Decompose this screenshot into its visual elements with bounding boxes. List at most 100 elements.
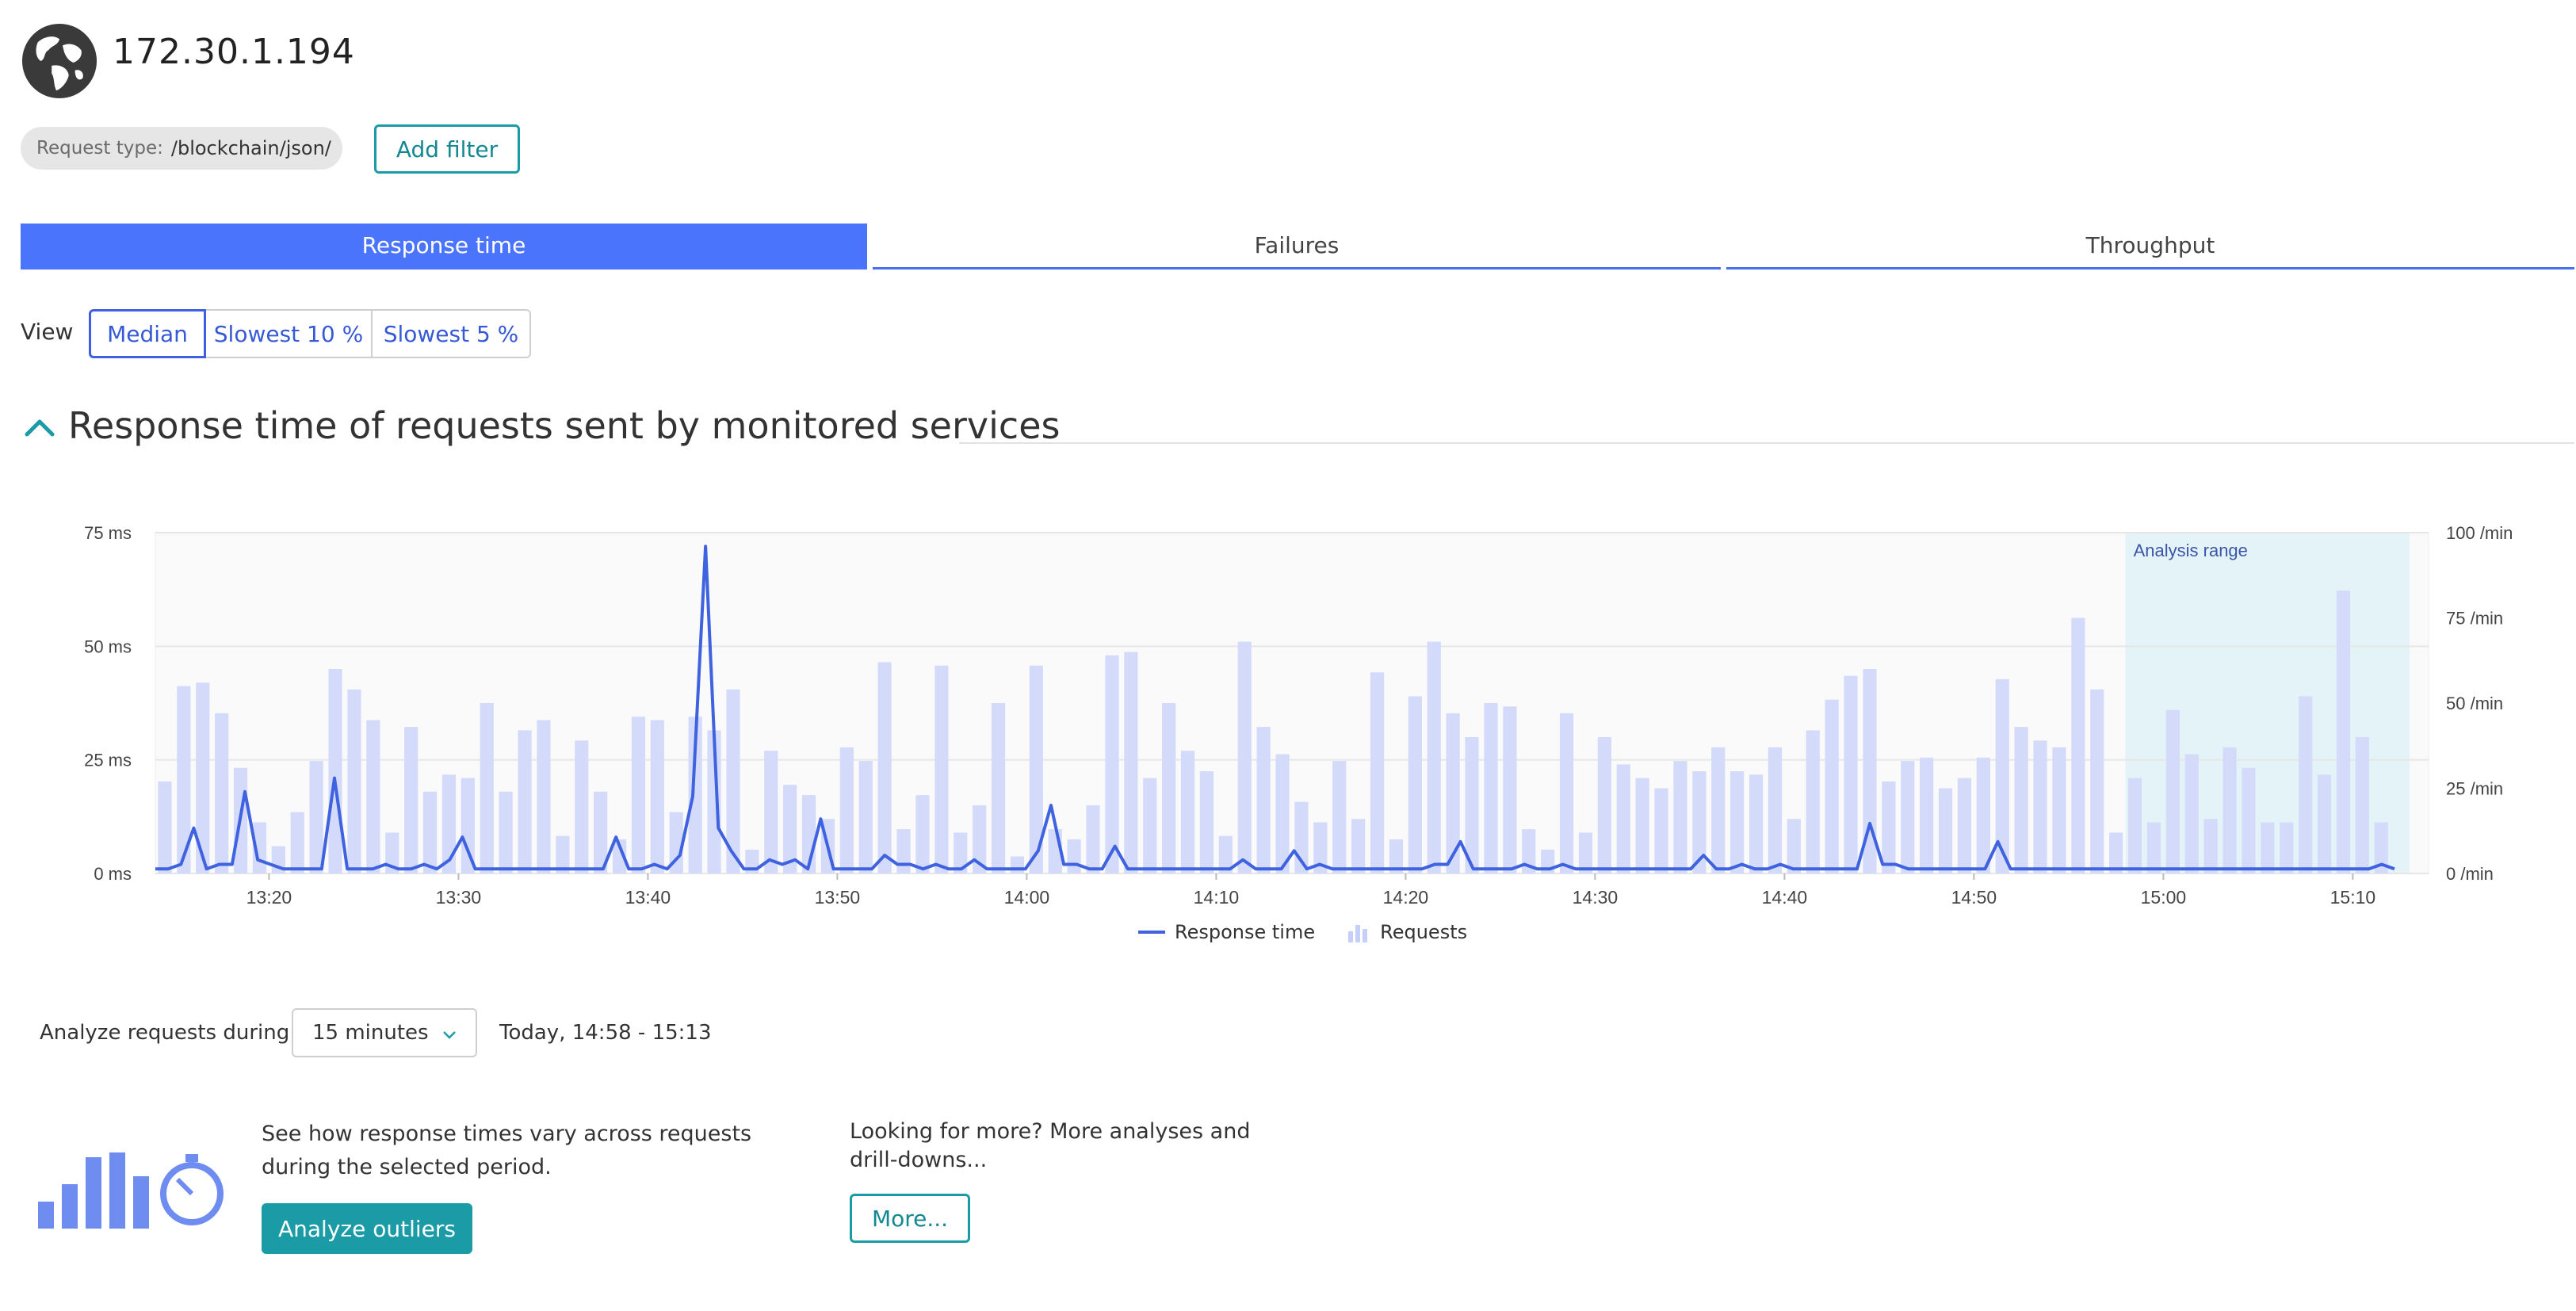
section-divider [959, 442, 2574, 444]
requests-bar [366, 720, 380, 873]
filter-chip-label: Request type: [36, 138, 163, 159]
filter-chip-value: /blockchain/json/ [170, 137, 331, 159]
requests-bar [2014, 727, 2028, 873]
requests-bar [1503, 706, 1517, 873]
requests-bar [1124, 652, 1138, 873]
requests-bar [858, 761, 873, 873]
requests-bar [1237, 641, 1252, 873]
response-time-line [155, 545, 2395, 871]
requests-bar [461, 778, 475, 873]
requests-bar [1162, 703, 1176, 873]
requests-bar [783, 785, 797, 873]
requests-bar [1901, 761, 1915, 873]
requests-bar [2090, 689, 2104, 873]
requests-bar [973, 805, 987, 873]
view-median-button[interactable]: Median [89, 309, 206, 358]
requests-bar [1313, 822, 1328, 873]
tab-failures[interactable]: Failures [873, 224, 1721, 269]
requests-bar [2127, 778, 2142, 873]
y-right-tick-label: 0 /min [2446, 864, 2494, 884]
tab-response-time[interactable]: Response time [21, 224, 867, 269]
response-time-chart[interactable]: Analysis range 0 ms 25 ms 50 ms 75 ms 0 /min 2… [0, 507, 2576, 967]
view-slowest-5-button[interactable]: Slowest 5 % [373, 309, 531, 358]
requests-bar [1029, 665, 1043, 873]
requests-bar [2299, 696, 2313, 873]
requests-bar [1180, 751, 1195, 873]
analyze-requests-label: Analyze requests during [40, 1021, 290, 1045]
y-right-tick-label: 25 /min [2446, 779, 2503, 799]
requests-bar [1995, 678, 2009, 873]
view-slowest-10-button[interactable]: Slowest 10 % [206, 309, 373, 358]
requests-bar [954, 832, 968, 873]
more-button[interactable]: More... [850, 1194, 970, 1243]
requests-bar [1105, 655, 1119, 873]
legend-response-time[interactable]: Response time [1175, 921, 1316, 943]
y-left-tick-label: 50 ms [84, 636, 132, 656]
requests-bar [2317, 774, 2332, 873]
requests-bar [1882, 781, 1896, 873]
outliers-chart-icon [38, 1152, 224, 1229]
view-label: View [21, 319, 74, 345]
requests-bar [2203, 819, 2218, 873]
requests-bar [1067, 839, 1081, 873]
requests-bar [2261, 822, 2275, 873]
requests-bar [309, 761, 323, 873]
requests-bar [385, 832, 399, 873]
requests-bar [594, 791, 608, 873]
requests-bar [1806, 730, 1820, 873]
requests-bar [1863, 669, 1877, 873]
section-title: Response time of requests sent by monito… [68, 404, 1061, 447]
y-right-tick-label: 50 /min [2446, 694, 2503, 713]
requests-bar [1370, 672, 1385, 873]
requests-bar [1484, 703, 1498, 873]
x-tick-label: 13:50 [815, 887, 861, 908]
requests-bar [2165, 709, 2180, 873]
requests-bar [441, 774, 457, 873]
requests-bar [726, 689, 740, 873]
requests-bar [1332, 761, 1347, 873]
requests-bar [1086, 805, 1100, 873]
requests-bar [1256, 727, 1271, 873]
requests-bar [1199, 771, 1214, 873]
requests-bar [422, 791, 438, 873]
requests-bar [196, 682, 210, 873]
requests-bar [669, 812, 683, 873]
requests-bar [915, 795, 930, 873]
x-tick-label: 14:10 [1194, 887, 1240, 908]
analysis-range-label: Analysis range [2134, 541, 2248, 560]
requests-bar [2184, 754, 2199, 873]
requests-bar [991, 703, 1006, 873]
requests-bar [688, 717, 702, 873]
requests-bar [2242, 767, 2256, 873]
outliers-description: See how response times vary across reque… [262, 1122, 752, 1179]
request-type-filter-chip[interactable]: Request type: /blockchain/json/ [21, 127, 342, 170]
requests-bar [2033, 740, 2047, 873]
more-description: Looking for more? More analyses and dril… [850, 1119, 1251, 1172]
requests-bar [1522, 829, 1536, 873]
requests-bar [896, 829, 911, 873]
x-tick-label: 15:10 [2330, 887, 2376, 908]
requests-bar [2355, 737, 2369, 873]
duration-select[interactable]: 15 minutes [292, 1008, 477, 1057]
legend-bar-swatch [1348, 925, 1368, 942]
requests-bar [1920, 757, 1934, 873]
y-right-tick-label: 75 /min [2446, 609, 2503, 629]
add-filter-button[interactable]: Add filter [374, 124, 520, 174]
requests-bar [839, 747, 854, 873]
requests-bar [2071, 617, 2085, 873]
requests-bar [764, 751, 778, 873]
requests-bar [2109, 832, 2123, 873]
requests-bar [1465, 737, 1479, 873]
analyze-outliers-button[interactable]: Analyze outliers [262, 1203, 472, 1254]
x-tick-label: 14:30 [1573, 887, 1619, 908]
requests-bar [1010, 856, 1025, 873]
legend-requests[interactable]: Requests [1380, 921, 1468, 943]
requests-bar [1711, 747, 1726, 873]
requests-bar [1654, 788, 1668, 873]
tab-throughput[interactable]: Throughput [1726, 224, 2574, 269]
page-title: 172.30.1.194 [113, 32, 355, 72]
requests-bar [2146, 822, 2161, 873]
requests-bar [2052, 747, 2066, 873]
chevron-up-icon[interactable] [24, 415, 55, 439]
globe-icon [21, 23, 97, 99]
